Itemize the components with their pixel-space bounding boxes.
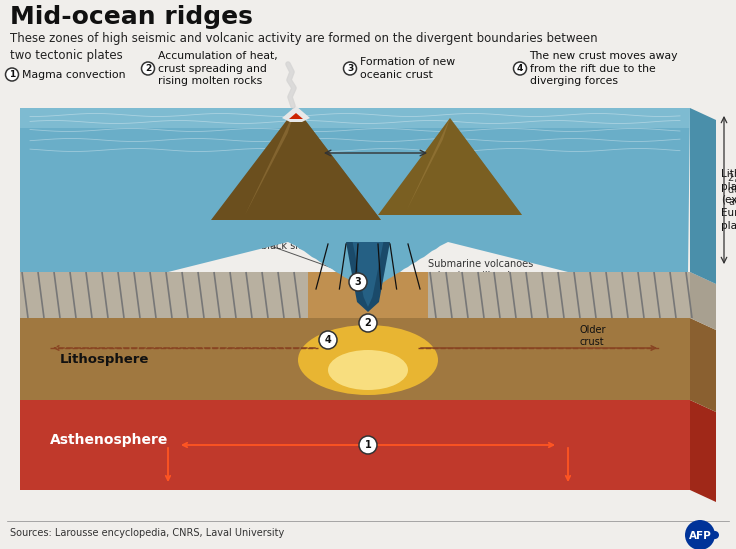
- Polygon shape: [353, 242, 383, 307]
- Text: Rift: Rift: [374, 262, 392, 272]
- Polygon shape: [289, 113, 303, 119]
- Text: The new crust moves away
from the rift due to the
diverging forces: The new crust moves away from the rift d…: [529, 51, 678, 86]
- Text: Lithosphere: Lithosphere: [60, 352, 149, 366]
- Ellipse shape: [328, 350, 408, 390]
- Circle shape: [514, 62, 526, 75]
- Text: 2: 2: [364, 318, 372, 328]
- Text: AFP: AFP: [689, 531, 712, 541]
- Polygon shape: [428, 272, 690, 318]
- Polygon shape: [358, 262, 378, 318]
- Polygon shape: [690, 108, 716, 284]
- Text: Older
crust: Older crust: [580, 325, 606, 347]
- Polygon shape: [308, 272, 428, 318]
- Circle shape: [685, 520, 715, 549]
- Text: 1: 1: [364, 440, 372, 450]
- Circle shape: [359, 436, 377, 454]
- Circle shape: [349, 273, 367, 291]
- Polygon shape: [690, 400, 716, 502]
- Text: Formation of new
oceanic crust: Formation of new oceanic crust: [359, 57, 455, 80]
- Text: 4: 4: [325, 335, 331, 345]
- Ellipse shape: [298, 325, 438, 395]
- Text: Asthenosphere: Asthenosphere: [50, 433, 169, 447]
- Polygon shape: [20, 272, 308, 318]
- Circle shape: [5, 68, 18, 81]
- Circle shape: [344, 62, 356, 75]
- Text: 2: 2: [145, 64, 151, 73]
- Polygon shape: [20, 108, 690, 292]
- Polygon shape: [450, 118, 522, 215]
- Circle shape: [359, 314, 377, 332]
- Polygon shape: [690, 272, 716, 330]
- Polygon shape: [20, 400, 690, 490]
- Polygon shape: [211, 108, 381, 220]
- Polygon shape: [296, 108, 381, 220]
- Polygon shape: [346, 242, 390, 312]
- Polygon shape: [378, 118, 522, 215]
- Text: These zones of high seismic and volcanic activity are formed on the divergent bo: These zones of high seismic and volcanic…: [10, 32, 598, 62]
- Text: Lithospheric plate
(example: North
American plate): Lithospheric plate (example: North Ameri…: [22, 192, 116, 228]
- Text: Lithospheric
plate
(example:
Eurasian
plate): Lithospheric plate (example: Eurasian pl…: [721, 169, 736, 231]
- Polygon shape: [328, 272, 408, 318]
- Circle shape: [319, 331, 337, 349]
- Text: Submarine volcanoes
releasing pillow lava: Submarine volcanoes releasing pillow lav…: [428, 259, 534, 281]
- Polygon shape: [690, 318, 716, 412]
- Text: Gap increasing
by a few cm per year: Gap increasing by a few cm per year: [323, 119, 427, 141]
- Text: Magma convection: Magma convection: [21, 70, 125, 80]
- Polygon shape: [407, 118, 450, 210]
- Polygon shape: [20, 318, 690, 400]
- Text: 3: 3: [355, 277, 361, 287]
- Text: Accumulation of heat,
crust spreading and
rising molten rocks: Accumulation of heat, crust spreading an…: [158, 51, 277, 86]
- Text: 4: 4: [517, 64, 523, 73]
- Text: Mid-ocean ridges: Mid-ocean ridges: [10, 5, 253, 29]
- Text: Tip of the ridge
(example: Iceland): Tip of the ridge (example: Iceland): [458, 134, 657, 156]
- Text: Faults: Faults: [125, 280, 154, 290]
- Text: 2,500 m
depth in
average: 2,500 m depth in average: [728, 172, 736, 208]
- Polygon shape: [20, 108, 690, 128]
- Circle shape: [141, 62, 155, 75]
- Circle shape: [711, 531, 719, 539]
- Text: 1: 1: [9, 70, 15, 79]
- Polygon shape: [282, 106, 310, 122]
- Text: New
crust: New crust: [390, 286, 414, 308]
- Text: Hydrothermal vent
or black smokers: Hydrothermal vent or black smokers: [248, 229, 340, 251]
- Polygon shape: [245, 108, 296, 215]
- Text: 3: 3: [347, 64, 353, 73]
- Text: Sources: Larousse encyclopedia, CNRS, Laval University: Sources: Larousse encyclopedia, CNRS, La…: [10, 528, 284, 538]
